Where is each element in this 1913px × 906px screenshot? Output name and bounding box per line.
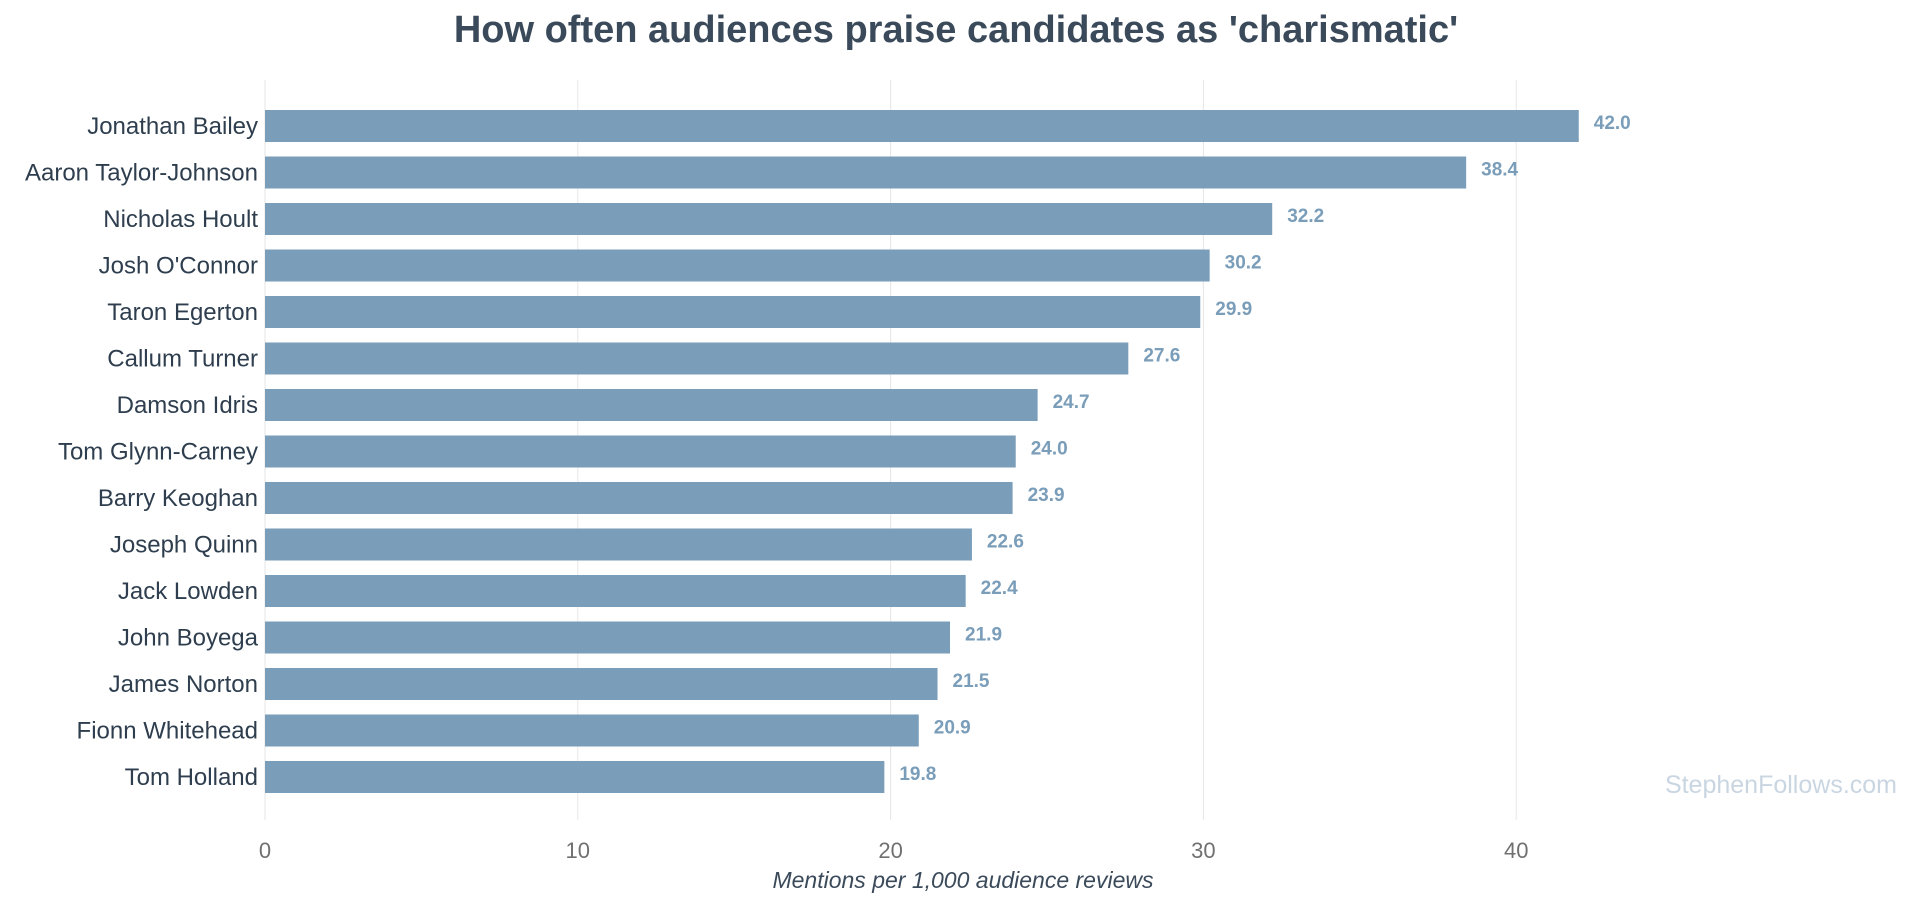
value-label: 30.2	[1225, 253, 1262, 274]
bar	[265, 621, 951, 654]
category-label: James Norton	[109, 671, 258, 698]
bar	[265, 482, 1013, 514]
value-label: 32.2	[1287, 206, 1324, 227]
bar	[265, 342, 1129, 375]
category-label: Jack Lowden	[118, 578, 258, 605]
category-label: Josh O'Connor	[99, 253, 258, 280]
bar	[265, 249, 1210, 282]
category-label: Joseph Quinn	[110, 532, 258, 559]
value-label: 22.6	[987, 532, 1024, 553]
value-label: 24.0	[1031, 439, 1068, 460]
category-label: Jonathan Bailey	[87, 113, 258, 140]
category-label: Fionn Whitehead	[77, 718, 258, 745]
bar	[265, 668, 938, 700]
x-axis-label: Mentions per 1,000 audience reviews	[772, 867, 1154, 893]
value-label: 24.7	[1053, 392, 1090, 413]
value-label: 21.5	[953, 671, 990, 692]
category-label: John Boyega	[118, 625, 259, 652]
x-tick-label: 0	[259, 838, 271, 863]
value-label: 29.9	[1215, 299, 1252, 320]
bar	[265, 435, 1016, 468]
bar	[265, 296, 1201, 328]
x-tick-label: 40	[1504, 838, 1528, 863]
value-label: 42.0	[1594, 113, 1631, 134]
value-label: 38.4	[1481, 160, 1518, 181]
category-label: Tom Glynn-Carney	[58, 439, 258, 466]
x-axis-ticks: 0 10 20 30 40	[259, 838, 1529, 863]
bar	[265, 528, 972, 561]
bar	[265, 156, 1467, 189]
value-label: 21.9	[965, 625, 1002, 646]
bar	[265, 575, 966, 607]
category-label: Damson Idris	[117, 392, 258, 419]
bar	[265, 761, 885, 793]
x-tick-label: 20	[878, 838, 902, 863]
category-label: Callum Turner	[107, 346, 258, 373]
value-label: 22.4	[981, 578, 1018, 599]
bar	[265, 110, 1579, 142]
watermark: StephenFollows.com	[1665, 771, 1897, 799]
value-label: 19.8	[899, 764, 936, 785]
category-label: Barry Keoghan	[98, 485, 258, 512]
bar	[265, 203, 1273, 235]
category-label: Taron Egerton	[107, 299, 258, 326]
category-label: Aaron Taylor-Johnson	[25, 160, 258, 187]
value-label: 27.6	[1143, 346, 1180, 367]
category-label: Nicholas Hoult	[103, 206, 258, 233]
chart-title: How often audiences praise candidates as…	[454, 9, 1458, 51]
x-tick-label: 10	[566, 838, 590, 863]
bars: Jonathan Bailey 42.0 Aaron Taylor-Johnson 3…	[25, 110, 1631, 793]
category-label: Tom Holland	[125, 764, 258, 791]
value-label: 20.9	[934, 718, 971, 739]
value-label: 23.9	[1028, 485, 1065, 506]
bar	[265, 714, 919, 747]
bar	[265, 389, 1038, 421]
x-tick-label: 30	[1191, 838, 1215, 863]
